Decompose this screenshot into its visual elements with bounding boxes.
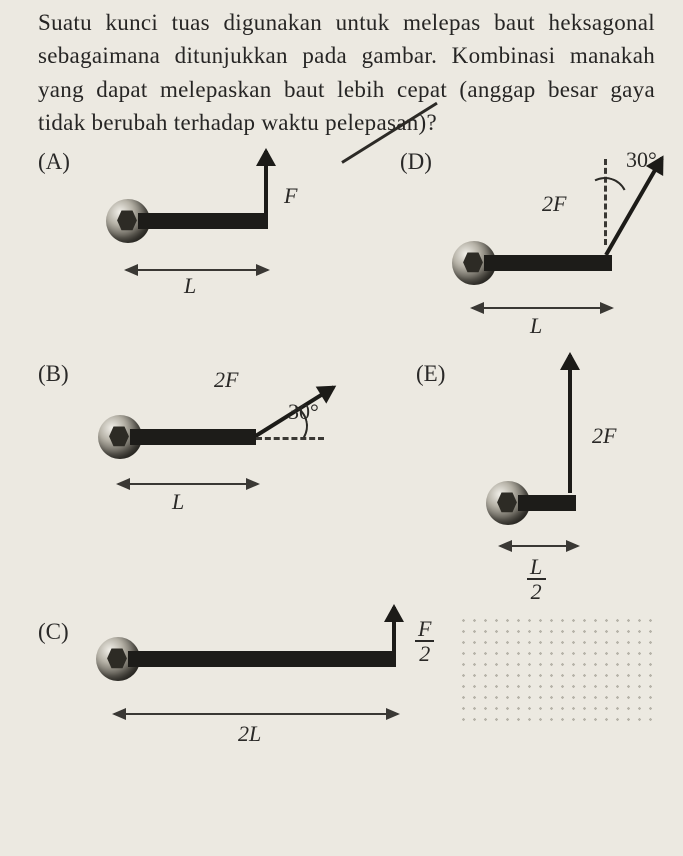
force-a [264, 151, 268, 213]
dim-label-b: L [172, 489, 184, 515]
dim-d [472, 307, 612, 309]
dim-label-d: L [530, 313, 542, 339]
bar-d [484, 255, 612, 271]
label-b: (B) [38, 361, 69, 387]
diagram-c: F 2 2L [88, 609, 448, 769]
label-c: (C) [38, 619, 69, 645]
force-label-c: F 2 [414, 617, 435, 665]
force-label-a: F [284, 183, 297, 209]
dot-pattern [458, 615, 658, 725]
angle-d: 30° [626, 147, 657, 173]
dim-label-e: L 2 [526, 555, 546, 603]
options-container: (A) F L (D) 30° 2F L (B) [38, 149, 655, 789]
dim-e-num: L [526, 555, 546, 578]
dim-b [118, 483, 258, 485]
force-c [392, 607, 396, 651]
force-label-b: 2F [214, 367, 238, 393]
bar-e [518, 495, 576, 511]
dim-label-a: L [184, 273, 196, 299]
dim-e [500, 545, 578, 547]
label-d: (D) [400, 149, 432, 175]
dim-e-den: 2 [527, 578, 546, 603]
question-text: Suatu kunci tuas digunakan untuk melepas… [38, 6, 655, 139]
diagram-d: 30° 2F L [436, 141, 666, 341]
dim-c [114, 713, 398, 715]
force-c-den: 2 [415, 640, 434, 665]
force-label-d: 2F [542, 191, 566, 217]
diagram-b: 2F 30° L [90, 355, 350, 515]
diagram-e: 2F L 2 [468, 349, 648, 609]
force-label-e: 2F [592, 423, 616, 449]
label-e: (E) [416, 361, 445, 387]
force-e [568, 355, 572, 493]
label-a: (A) [38, 149, 70, 175]
dim-label-c: 2L [238, 721, 261, 747]
angle-b: 30° [288, 399, 319, 425]
diagram-a: F L [98, 155, 318, 305]
force-c-num: F [414, 617, 435, 640]
bar-b [130, 429, 256, 445]
dim-a [126, 269, 268, 271]
bar-c [128, 651, 396, 667]
bar-a [138, 213, 268, 229]
